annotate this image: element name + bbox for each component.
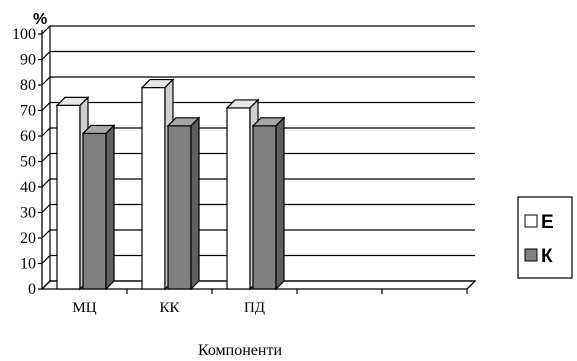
- bar-ПД-К: [251, 116, 286, 291]
- bar-ПД-К-side: [275, 116, 285, 291]
- y-tick-label: 80: [20, 77, 36, 94]
- y-tick-label: 0: [28, 281, 36, 298]
- gridline: [41, 50, 475, 60]
- legend-box: [517, 196, 573, 279]
- bar-КК-К-front: [167, 125, 192, 290]
- y-tick-label: 40: [20, 179, 36, 196]
- legend-swatch-series-1: [524, 214, 538, 228]
- y-tick-label: 30: [20, 205, 36, 222]
- y-tick-label: 90: [20, 52, 36, 69]
- bar-ПД-Е-front: [226, 107, 251, 290]
- bar-МЦ-К-front: [82, 132, 107, 290]
- gridline: [41, 76, 475, 86]
- y-tick-label: 100: [12, 26, 36, 43]
- bar-КК-К: [166, 116, 201, 291]
- legend: Е К: [517, 196, 573, 279]
- y-axis-title: %: [33, 11, 47, 28]
- bar-МЦ-К-side: [105, 124, 115, 291]
- bar-МЦ-Е-front: [56, 104, 81, 290]
- legend-swatch-series-2: [524, 248, 538, 262]
- bar-ПД-К-front: [252, 125, 277, 290]
- x-tick-label: КК: [159, 300, 180, 316]
- label-layer: 0 10 20 30 40 50 60 70 80 90 100 МЦ КК ПД: [12, 26, 265, 316]
- bar-МЦ-К: [81, 124, 116, 291]
- x-tick-label: МЦ: [72, 300, 96, 316]
- x-tick-label: ПД: [244, 300, 265, 316]
- y-tick-label: 70: [20, 103, 36, 120]
- legend-label-series-2: К: [541, 246, 553, 267]
- y-tick-label: 20: [20, 230, 36, 247]
- legend-label-series-1: Е: [541, 212, 554, 233]
- gridline: [41, 25, 475, 35]
- x-axis-title: Компоненти: [198, 342, 282, 359]
- y-tick-label: 10: [20, 256, 36, 273]
- bar-КК-К-side: [190, 116, 200, 291]
- axis-layer: [38, 26, 468, 294]
- y-tick-label: 50: [20, 154, 36, 171]
- bar-layer: [55, 78, 286, 291]
- bar-КК-Е-front: [141, 86, 166, 290]
- y-tick-label: 60: [20, 128, 36, 145]
